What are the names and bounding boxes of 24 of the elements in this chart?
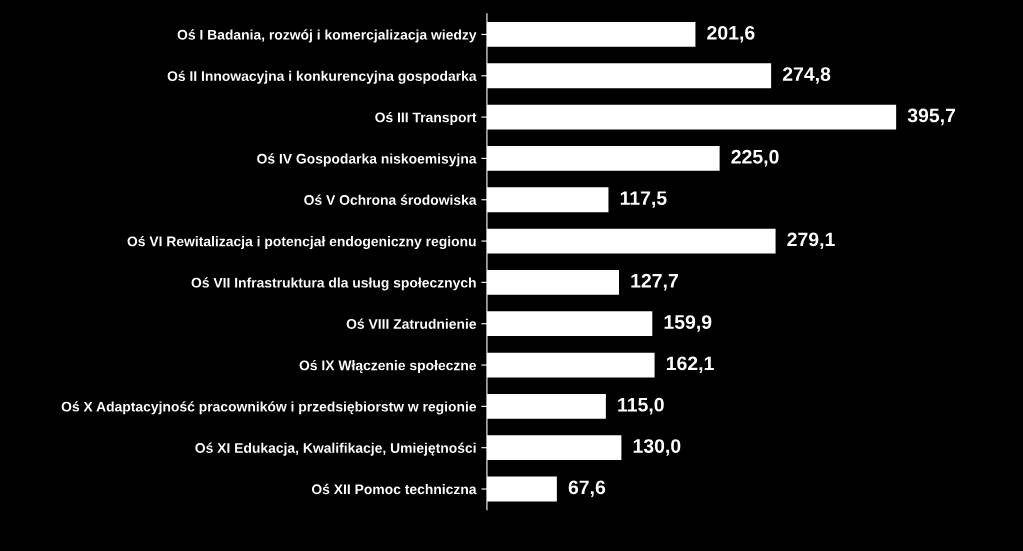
data-label: 117,5 — [620, 191, 667, 208]
data-label: 279,1 — [787, 232, 835, 250]
data-label: 274,8 — [782, 67, 831, 84]
data-label: 395,7 — [907, 108, 956, 126]
data-label: 67,6 — [568, 480, 606, 498]
y-tick-label: Oś X Adaptacyjność pracowników i przedsiębiorstw w regionie — [61, 401, 477, 415]
data-label: 127,7 — [631, 273, 678, 291]
y-tick-label: Oś I Badania, rozwój i komercjalizacja wiedzy — [177, 29, 477, 43]
y-tick-label: Oś IX Włączenie społeczne — [299, 359, 477, 374]
y-tick-label: Oś II Innowacyjna i konkurencyjna gospodarka — [167, 70, 477, 84]
y-tick-label: Oś VI Rewitalizacja i potencjał endogeniczny regionu — [127, 235, 476, 250]
y-tick-label: Oś III Transport — [375, 111, 477, 126]
data-label: 159,9 — [664, 315, 712, 332]
data-label: 130,0 — [633, 439, 681, 456]
y-tick-label: Oś VII Infrastruktura dla usług społecznych — [191, 277, 476, 291]
y-tick-label: Oś XI Edukacja, Kwalifikacje, Umiejętności — [195, 442, 476, 456]
data-label: 115,0 — [618, 397, 664, 415]
y-tick-label: Oś VIII Zatrudnienie — [346, 318, 477, 329]
y-tick-label: Oś IV Gospodarka niskoemisyjna — [257, 153, 477, 167]
data-label: 162,1 — [666, 356, 714, 374]
data-label: 225,0 — [731, 149, 779, 167]
y-tick-label: Oś V Ochrona środowiska — [304, 194, 477, 205]
y-tick-label: Oś XII Pomoc techniczna — [311, 483, 477, 495]
data-label: 201,6 — [707, 25, 755, 43]
